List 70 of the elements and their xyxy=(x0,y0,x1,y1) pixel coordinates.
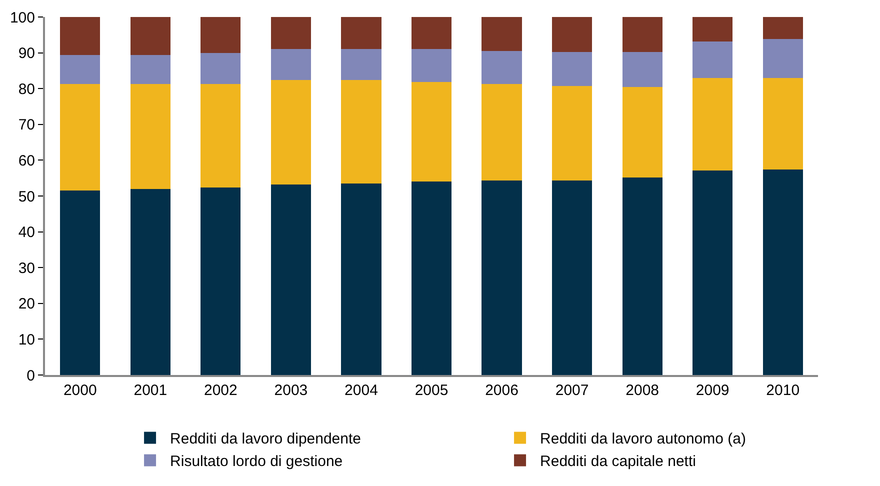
bar xyxy=(622,177,662,375)
bar xyxy=(552,52,592,86)
x-tick-label: 2007 xyxy=(555,382,589,399)
y-tick-label: 60 xyxy=(18,152,35,170)
y-tick-label: 40 xyxy=(18,224,35,242)
x-tick-label: 2001 xyxy=(134,382,168,399)
bar xyxy=(482,180,522,375)
bar xyxy=(762,78,803,170)
bar xyxy=(130,54,170,84)
bar xyxy=(130,189,170,375)
bar xyxy=(411,17,452,50)
x-tick-label: 2009 xyxy=(696,382,730,399)
bar xyxy=(692,41,733,78)
x-tick-label: 2008 xyxy=(626,382,660,399)
y-tick-label: 50 xyxy=(18,188,35,206)
bar xyxy=(762,17,803,40)
legend-label: Redditi da capitale netti xyxy=(540,453,696,470)
bar xyxy=(411,49,452,82)
x-tick-label: 2002 xyxy=(204,382,238,399)
x-tick-label: 2000 xyxy=(63,382,97,399)
x-tick-label: 2003 xyxy=(274,382,308,399)
x-tick-label: 2004 xyxy=(344,382,378,399)
bar xyxy=(270,80,311,185)
bar xyxy=(411,181,452,375)
bar xyxy=(482,17,522,52)
y-tick-label: 100 xyxy=(10,9,35,26)
bar xyxy=(270,49,311,80)
bar xyxy=(482,84,522,180)
bar xyxy=(482,51,522,84)
y-tick-label: 80 xyxy=(18,80,35,98)
bar xyxy=(552,180,592,375)
bar xyxy=(341,49,382,80)
y-tick-label: 0 xyxy=(26,367,35,384)
bar xyxy=(622,17,662,52)
y-tick-label: 70 xyxy=(18,116,35,134)
bar xyxy=(200,187,241,375)
bar xyxy=(200,84,241,188)
y-tick-label: 20 xyxy=(18,296,35,313)
bar xyxy=(130,84,170,190)
x-tick-label: 2010 xyxy=(766,382,800,399)
y-tick-label: 90 xyxy=(18,45,35,62)
bar xyxy=(692,170,733,375)
bar xyxy=(270,184,311,375)
bar xyxy=(130,17,170,55)
bar xyxy=(552,86,592,180)
y-tick-label: 10 xyxy=(18,331,35,348)
x-tick-label: 2006 xyxy=(485,382,518,399)
bar xyxy=(692,17,733,42)
bar xyxy=(200,53,241,84)
bar xyxy=(60,190,100,375)
legend-label: Redditi da lavoro autonomo (a) xyxy=(540,430,746,448)
bar xyxy=(622,52,662,87)
bar xyxy=(341,80,382,184)
bar xyxy=(341,183,382,375)
y-tick-label: 30 xyxy=(18,260,35,277)
legend-label: Risultato lordo di gestione xyxy=(170,453,343,470)
bar xyxy=(692,78,733,171)
bar xyxy=(60,54,100,84)
x-tick-label: 2005 xyxy=(414,382,448,399)
bar xyxy=(622,86,662,178)
bar xyxy=(762,39,803,78)
bar xyxy=(762,170,803,375)
legend-label: Redditi da lavoro dipendente xyxy=(170,430,362,448)
bar xyxy=(200,17,241,54)
bar xyxy=(552,17,592,52)
bar xyxy=(341,17,382,50)
bar xyxy=(60,17,100,55)
bar xyxy=(411,82,452,182)
bar xyxy=(270,17,311,50)
bar xyxy=(60,84,100,190)
